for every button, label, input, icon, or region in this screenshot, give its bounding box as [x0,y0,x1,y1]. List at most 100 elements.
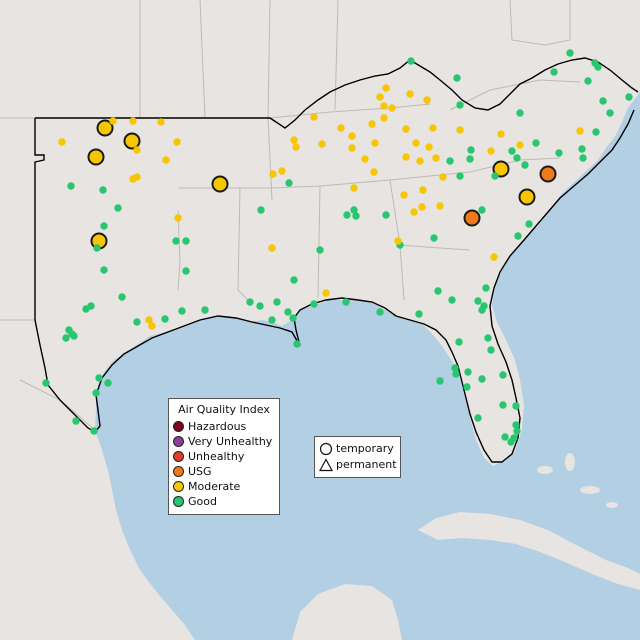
monitor-site-moderate[interactable] [436,202,444,210]
monitor-site-moderate[interactable] [406,90,414,98]
monitor-site-moderate-large[interactable] [87,148,105,166]
monitor-site-good[interactable] [72,417,80,425]
monitor-site-moderate[interactable] [129,117,137,125]
monitor-site-good[interactable] [104,379,112,387]
monitor-site-good[interactable] [508,147,516,155]
monitor-site-good[interactable] [70,332,78,340]
monitor-site-good[interactable] [310,300,318,308]
monitor-site-moderate[interactable] [439,173,447,181]
monitor-site-good[interactable] [491,172,499,180]
monitor-site-good[interactable] [382,211,390,219]
monitor-site-moderate[interactable] [174,214,182,222]
monitor-site-good[interactable] [407,57,415,65]
monitor-site-good[interactable] [246,298,254,306]
monitor-site-good[interactable] [284,308,292,316]
monitor-site-good[interactable] [456,101,464,109]
monitor-site-moderate[interactable] [58,138,66,146]
monitor-site-good[interactable] [100,266,108,274]
monitor-site-good[interactable] [95,374,103,382]
monitor-site-good[interactable] [118,293,126,301]
monitor-site-good[interactable] [578,145,586,153]
monitor-site-good[interactable] [599,97,607,105]
monitor-site-moderate-large[interactable] [123,132,141,150]
monitor-site-good[interactable] [42,379,50,387]
monitor-site-good[interactable] [342,298,350,306]
monitor-site-good[interactable] [452,370,460,378]
monitor-site-moderate[interactable] [290,136,298,144]
monitor-site-usg-large[interactable] [463,209,481,227]
monitor-site-good[interactable] [268,316,276,324]
monitor-site-moderate[interactable] [318,140,326,148]
monitor-site-good[interactable] [82,305,90,313]
monitor-site-moderate[interactable] [380,114,388,122]
monitor-site-good[interactable] [448,296,456,304]
monitor-site-good[interactable] [525,220,533,228]
monitor-site-good[interactable] [133,318,141,326]
monitor-site-moderate[interactable] [402,125,410,133]
monitor-site-moderate[interactable] [361,155,369,163]
monitor-site-moderate[interactable] [394,237,402,245]
monitor-site-good[interactable] [285,179,293,187]
monitor-site-moderate[interactable] [402,153,410,161]
monitor-site-moderate[interactable] [109,117,117,125]
monitor-site-good[interactable] [512,402,520,410]
monitor-site-good[interactable] [100,222,108,230]
monitor-site-good[interactable] [93,244,101,252]
monitor-site-good[interactable] [463,383,471,391]
monitor-site-moderate[interactable] [487,147,495,155]
monitor-site-moderate[interactable] [382,84,390,92]
monitor-site-good[interactable] [550,68,558,76]
monitor-site-good[interactable] [99,186,107,194]
monitor-site-good[interactable] [484,334,492,342]
monitor-site-moderate[interactable] [516,141,524,149]
monitor-site-moderate[interactable] [410,208,418,216]
monitor-site-good[interactable] [182,237,190,245]
monitor-site-good[interactable] [451,364,459,372]
monitor-site-moderate[interactable] [337,124,345,132]
monitor-site-good[interactable] [625,93,633,101]
monitor-site-good[interactable] [178,307,186,315]
monitor-site-good[interactable] [606,109,614,117]
monitor-site-good[interactable] [446,157,454,165]
monitor-site-moderate[interactable] [423,96,431,104]
monitor-site-good[interactable] [434,287,442,295]
monitor-site-good[interactable] [376,308,384,316]
monitor-site-good[interactable] [257,206,265,214]
monitor-site-good[interactable] [415,310,423,318]
monitor-site-good[interactable] [172,237,180,245]
monitor-site-good[interactable] [273,298,281,306]
monitor-site-moderate[interactable] [371,139,379,147]
monitor-site-good[interactable] [67,182,75,190]
monitor-site-good[interactable] [487,346,495,354]
monitor-site-moderate[interactable] [418,203,426,211]
monitor-site-moderate[interactable] [419,186,427,194]
monitor-site-moderate[interactable] [148,322,156,330]
monitor-site-good[interactable] [499,371,507,379]
monitor-site-good[interactable] [478,206,486,214]
monitor-site-good[interactable] [343,211,351,219]
monitor-site-good[interactable] [512,421,520,429]
monitor-site-good[interactable] [513,427,521,435]
monitor-site-good[interactable] [467,146,475,154]
monitor-site-moderate-large[interactable] [492,160,510,178]
monitor-site-good[interactable] [521,161,529,169]
monitor-site-moderate[interactable] [497,130,505,138]
monitor-site-good[interactable] [293,340,301,348]
monitor-site-moderate[interactable] [157,118,165,126]
monitor-site-good[interactable] [455,338,463,346]
monitor-site-moderate[interactable] [173,138,181,146]
monitor-site-good[interactable] [584,77,592,85]
monitor-site-moderate[interactable] [490,253,498,261]
monitor-site-moderate[interactable] [432,154,440,162]
monitor-site-good[interactable] [430,234,438,242]
monitor-site-good[interactable] [478,306,486,314]
monitor-site-good[interactable] [290,276,298,284]
monitor-site-moderate[interactable] [425,143,433,151]
monitor-site-good[interactable] [514,232,522,240]
monitor-site-moderate[interactable] [368,120,376,128]
monitor-site-moderate[interactable] [292,143,300,151]
monitor-site-moderate[interactable] [268,244,276,252]
monitor-site-good[interactable] [513,154,521,162]
